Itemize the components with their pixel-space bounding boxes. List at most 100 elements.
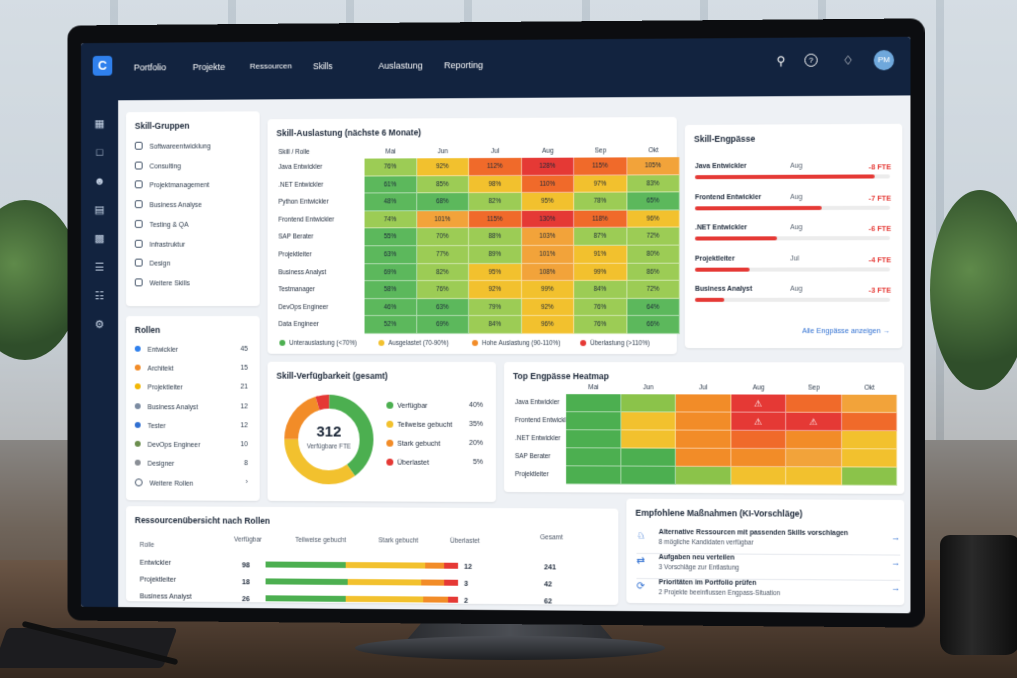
utilization-cell[interactable]: 101% — [522, 246, 575, 264]
utilization-cell[interactable]: 95% — [522, 193, 575, 211]
utilization-cell[interactable]: 97% — [574, 175, 627, 193]
utilization-cell[interactable]: 64% — [627, 299, 680, 317]
top-heatmap-cell[interactable] — [731, 449, 786, 467]
role-item[interactable]: Tester — [135, 422, 166, 430]
utilization-cell[interactable]: 92% — [522, 299, 575, 317]
utilization-cell[interactable]: 78% — [574, 193, 627, 211]
utilization-cell[interactable]: 48% — [365, 193, 417, 211]
role-item[interactable]: Architekt — [135, 365, 174, 373]
utilization-cell[interactable]: 89% — [469, 246, 521, 264]
skill-group-item[interactable]: Testing & QA — [135, 220, 189, 229]
bottleneck-role[interactable]: Business Analyst — [695, 286, 752, 293]
utilization-cell[interactable]: 72% — [627, 281, 680, 299]
utilization-cell[interactable]: 86% — [627, 263, 680, 281]
top-heatmap-cell[interactable] — [566, 412, 621, 430]
more-roles-arrow[interactable]: › — [246, 479, 248, 486]
utilization-cell[interactable]: 84% — [469, 316, 521, 334]
utilization-cell[interactable]: 96% — [627, 210, 680, 228]
top-heatmap-cell[interactable] — [676, 412, 731, 430]
top-heatmap-cell[interactable] — [842, 467, 898, 485]
utilization-cell[interactable]: 83% — [627, 175, 680, 193]
top-heatmap-cell[interactable] — [566, 466, 621, 484]
bottleneck-role[interactable]: Projektleiter — [695, 255, 735, 262]
top-heatmap-cell[interactable] — [566, 394, 621, 412]
utilization-cell[interactable]: 77% — [417, 246, 469, 264]
utilization-cell[interactable]: 80% — [627, 246, 680, 264]
top-heatmap-cell[interactable] — [676, 449, 731, 467]
utilization-cell[interactable]: 92% — [469, 281, 521, 299]
skill-group-item[interactable]: Business Analyse — [135, 200, 202, 209]
skill-group-item[interactable]: Consulting — [135, 161, 181, 170]
utilization-cell[interactable]: 98% — [469, 175, 521, 193]
top-heatmap-cell[interactable] — [566, 430, 621, 448]
utilization-cell[interactable]: 82% — [469, 193, 521, 211]
utilization-cell[interactable]: 76% — [574, 299, 627, 317]
nav-reporting[interactable]: Reporting — [444, 60, 483, 70]
help-icon[interactable]: ? — [804, 54, 817, 67]
utilization-cell[interactable]: 72% — [627, 228, 680, 246]
utilization-cell[interactable]: 112% — [469, 158, 521, 176]
action-item[interactable]: ♘ Alternative Ressourcen mit passenden Sk… — [636, 529, 900, 557]
utilization-cell[interactable]: 52% — [365, 316, 417, 334]
top-heatmap-cell[interactable] — [621, 430, 676, 448]
calendar-icon[interactable]: ▩ — [92, 231, 108, 247]
role-item[interactable]: Business Analyst — [135, 403, 198, 411]
folder-icon[interactable]: □ — [92, 145, 108, 161]
bottleneck-role[interactable]: .NET Entwickler — [695, 224, 747, 231]
utilization-cell[interactable]: 115% — [574, 157, 627, 175]
top-heatmap-cell[interactable] — [842, 413, 898, 431]
bell-icon[interactable]: ♢ — [839, 51, 857, 69]
utilization-cell[interactable]: 61% — [365, 176, 417, 194]
app-logo[interactable]: C — [93, 56, 113, 76]
more-roles-link[interactable]: Weitere Rollen — [135, 478, 193, 487]
utilization-cell[interactable]: 99% — [522, 281, 575, 299]
arrow-right-icon[interactable]: → — [891, 558, 900, 568]
users-icon[interactable]: ☻ — [92, 174, 108, 190]
top-heatmap-cell[interactable] — [676, 431, 731, 449]
top-heatmap-cell[interactable] — [621, 412, 676, 430]
nav-ressourcen[interactable]: Ressourcen — [250, 61, 292, 70]
avatar[interactable]: PM — [874, 50, 894, 70]
role-item[interactable]: Projektleiter — [135, 384, 183, 392]
bottleneck-role[interactable]: Java Entwickler — [695, 163, 747, 170]
top-heatmap-cell[interactable] — [786, 449, 841, 467]
utilization-cell[interactable]: 63% — [365, 246, 417, 264]
top-heatmap-cell[interactable] — [842, 449, 898, 467]
utilization-cell[interactable]: 55% — [365, 229, 417, 247]
utilization-cell[interactable]: 85% — [417, 176, 469, 194]
utilization-cell[interactable]: 76% — [574, 316, 627, 334]
utilization-cell[interactable]: 79% — [469, 299, 521, 317]
action-item[interactable]: ⟳ Prioritäten im Portfolio prüfen 2 Projek… — [636, 579, 900, 607]
bottleneck-role[interactable]: Frontend Entwickler — [695, 194, 761, 201]
top-heatmap-cell[interactable] — [786, 431, 841, 449]
utilization-cell[interactable]: 69% — [417, 316, 469, 334]
arrow-right-icon[interactable]: → — [891, 532, 900, 542]
nav-auslastung[interactable]: Auslastung — [378, 60, 422, 70]
utilization-cell[interactable]: 63% — [417, 299, 469, 317]
top-heatmap-cell[interactable] — [842, 395, 898, 413]
top-heatmap-cell[interactable] — [621, 394, 676, 412]
top-heatmap-cell[interactable] — [731, 467, 786, 485]
action-item[interactable]: ⇄ Aufgaben neu verteilen 3 Vorschläge zur … — [636, 554, 900, 582]
settings-icon[interactable]: ⚙ — [92, 317, 108, 333]
arrow-right-icon[interactable]: → — [891, 583, 900, 593]
top-heatmap-cell[interactable]: ⚠ — [731, 413, 786, 431]
search-icon[interactable]: ⚲ — [772, 52, 790, 70]
top-heatmap-cell[interactable] — [786, 467, 841, 485]
utilization-cell[interactable]: 99% — [574, 263, 627, 281]
utilization-cell[interactable]: 92% — [417, 158, 469, 176]
skill-group-item[interactable]: Softwareentwicklung — [135, 141, 211, 150]
top-heatmap-cell[interactable]: ⚠ — [786, 413, 841, 431]
role-item[interactable]: Designer — [135, 460, 174, 468]
utilization-cell[interactable]: 91% — [574, 246, 627, 264]
top-heatmap-cell[interactable] — [621, 448, 676, 466]
utilization-cell[interactable]: 76% — [417, 281, 469, 299]
utilization-cell[interactable]: 128% — [522, 158, 575, 176]
utilization-cell[interactable]: 68% — [417, 193, 469, 211]
utilization-cell[interactable]: 46% — [365, 299, 417, 317]
utilization-cell[interactable]: 105% — [627, 157, 680, 175]
top-heatmap-cell[interactable] — [842, 431, 898, 449]
top-heatmap-cell[interactable] — [731, 431, 786, 449]
top-heatmap-cell[interactable]: ⚠ — [731, 394, 786, 412]
utilization-cell[interactable]: 118% — [574, 210, 627, 228]
